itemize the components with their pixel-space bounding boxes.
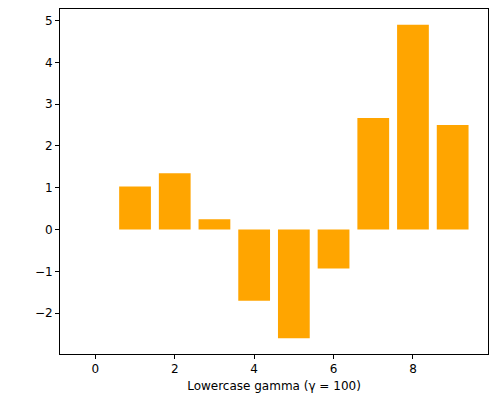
- svg-text:0: 0: [45, 223, 53, 237]
- svg-text:3: 3: [45, 97, 53, 111]
- svg-text:0: 0: [92, 362, 100, 376]
- svg-text:4: 4: [250, 362, 258, 376]
- svg-text:2: 2: [171, 362, 179, 376]
- svg-text:6: 6: [330, 362, 338, 376]
- svg-text:4: 4: [45, 56, 53, 70]
- svg-text:8: 8: [409, 362, 417, 376]
- svg-text:−2: −2: [35, 306, 53, 320]
- svg-text:−1: −1: [35, 265, 53, 279]
- svg-text:5: 5: [45, 14, 53, 28]
- svg-text:Lowercase gamma (γ = 100): Lowercase gamma (γ = 100): [187, 379, 361, 393]
- svg-text:1: 1: [45, 181, 53, 195]
- svg-text:2: 2: [45, 139, 53, 153]
